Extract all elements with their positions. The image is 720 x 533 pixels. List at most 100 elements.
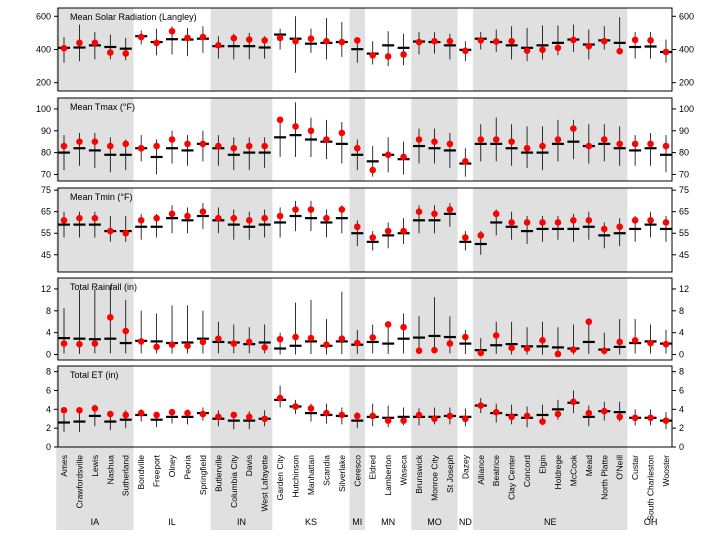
- observed-point: [415, 347, 423, 355]
- observed-point: [431, 210, 438, 218]
- observed-point: [631, 217, 639, 224]
- state-shade: [210, 98, 273, 181]
- site-label: Hutchinson: [291, 455, 301, 498]
- observed-point: [539, 46, 546, 54]
- panel-frame: [57, 277, 673, 361]
- site-label: McCook: [568, 454, 578, 486]
- observed-point: [508, 344, 515, 352]
- observed-point: [261, 214, 268, 222]
- observed-point: [570, 346, 577, 353]
- state-shade: [349, 278, 365, 360]
- state-label: MN: [381, 517, 395, 527]
- observed-point: [492, 332, 500, 339]
- site-label: St Joseph: [445, 455, 455, 493]
- observed-point: [369, 166, 377, 174]
- y-tick-label-right: 12: [679, 284, 689, 294]
- observed-point: [585, 42, 593, 50]
- site-label: Olney: [167, 454, 177, 477]
- observed-point: [261, 344, 268, 351]
- observed-point: [276, 34, 284, 42]
- observed-point: [431, 138, 438, 145]
- observed-point: [384, 151, 392, 159]
- observed-point: [539, 418, 546, 425]
- y-tick-label-left: 0: [46, 350, 51, 360]
- observed-point: [384, 227, 392, 235]
- observed-point: [307, 35, 315, 43]
- observed-point: [647, 414, 654, 422]
- state-label: IL: [168, 517, 176, 527]
- state-shade: [411, 366, 458, 447]
- observed-point: [137, 338, 145, 345]
- observed-point: [492, 408, 500, 416]
- observed-point: [662, 219, 670, 226]
- state-shade: [210, 366, 273, 447]
- panel-1: 200 200 400 400 600 600 Mean Solar Radiation (…: [36, 7, 694, 92]
- site-label: Custar: [630, 455, 640, 480]
- observed-point: [76, 138, 83, 145]
- y-tick-label-left: 4: [46, 328, 51, 338]
- site-label: South Charleston: [646, 455, 656, 521]
- panel-4: 0 0 4 4 8 8 12 12 Total Rainfall (in): [41, 277, 689, 361]
- observed-point: [662, 340, 670, 348]
- observed-point: [261, 37, 268, 44]
- observed-point: [477, 37, 485, 44]
- site-label: Manhattan: [306, 455, 316, 495]
- observed-point: [446, 37, 454, 45]
- observed-point: [153, 39, 160, 47]
- y-tick-label-right: 45: [679, 250, 689, 260]
- observed-point: [647, 339, 654, 347]
- observed-point: [292, 37, 299, 45]
- observed-point: [492, 38, 500, 45]
- observed-point: [168, 136, 176, 143]
- observed-point: [647, 140, 654, 148]
- observed-point: [554, 350, 562, 358]
- observed-point: [446, 340, 454, 347]
- observed-point: [245, 413, 253, 421]
- observed-point: [508, 138, 515, 145]
- site-label: O'Neill: [615, 455, 625, 480]
- observed-point: [184, 409, 191, 417]
- state-shade-band: [56, 447, 134, 530]
- observed-point: [523, 345, 531, 352]
- observed-point: [307, 334, 315, 342]
- site-label: Columbia City: [229, 454, 239, 508]
- observed-point: [137, 217, 145, 224]
- y-tick-label-left: 65: [41, 207, 51, 217]
- observed-point: [353, 339, 361, 347]
- observed-point: [462, 333, 469, 341]
- observed-point: [215, 335, 222, 342]
- observed-point: [616, 140, 623, 148]
- state-label: IA: [91, 517, 100, 527]
- observed-point: [60, 340, 68, 347]
- observed-point: [508, 413, 515, 421]
- observed-point: [338, 38, 346, 46]
- site-label: Bondville: [136, 455, 146, 490]
- y-tick-label-right: 65: [679, 207, 689, 217]
- y-tick-label-right: 0: [679, 442, 684, 452]
- observed-point: [153, 214, 160, 222]
- observed-point: [554, 219, 562, 226]
- observed-point: [585, 217, 593, 224]
- observed-point: [137, 409, 145, 417]
- state-label: NE: [544, 517, 557, 527]
- observed-point: [230, 34, 238, 42]
- observed-point: [184, 342, 191, 350]
- y-tick-label-right: 55: [679, 228, 689, 238]
- observed-point: [647, 217, 654, 224]
- y-tick-label-right: 200: [679, 78, 694, 88]
- observed-point: [400, 417, 407, 424]
- observed-point: [323, 341, 330, 348]
- panel-2: 70 70 80 80 90 90 100 100 Mean Tmax (°F): [36, 97, 694, 182]
- observed-point: [631, 140, 639, 148]
- observed-point: [338, 129, 346, 137]
- observed-point: [353, 412, 361, 420]
- observed-point: [107, 314, 114, 321]
- observed-point: [338, 411, 346, 419]
- site-label: Beatrice: [491, 455, 501, 486]
- y-tick-label-left: 8: [46, 367, 51, 377]
- observed-point: [369, 52, 377, 59]
- observed-point: [415, 136, 423, 143]
- observed-point: [292, 206, 299, 213]
- observed-point: [122, 140, 130, 148]
- observed-point: [168, 341, 176, 348]
